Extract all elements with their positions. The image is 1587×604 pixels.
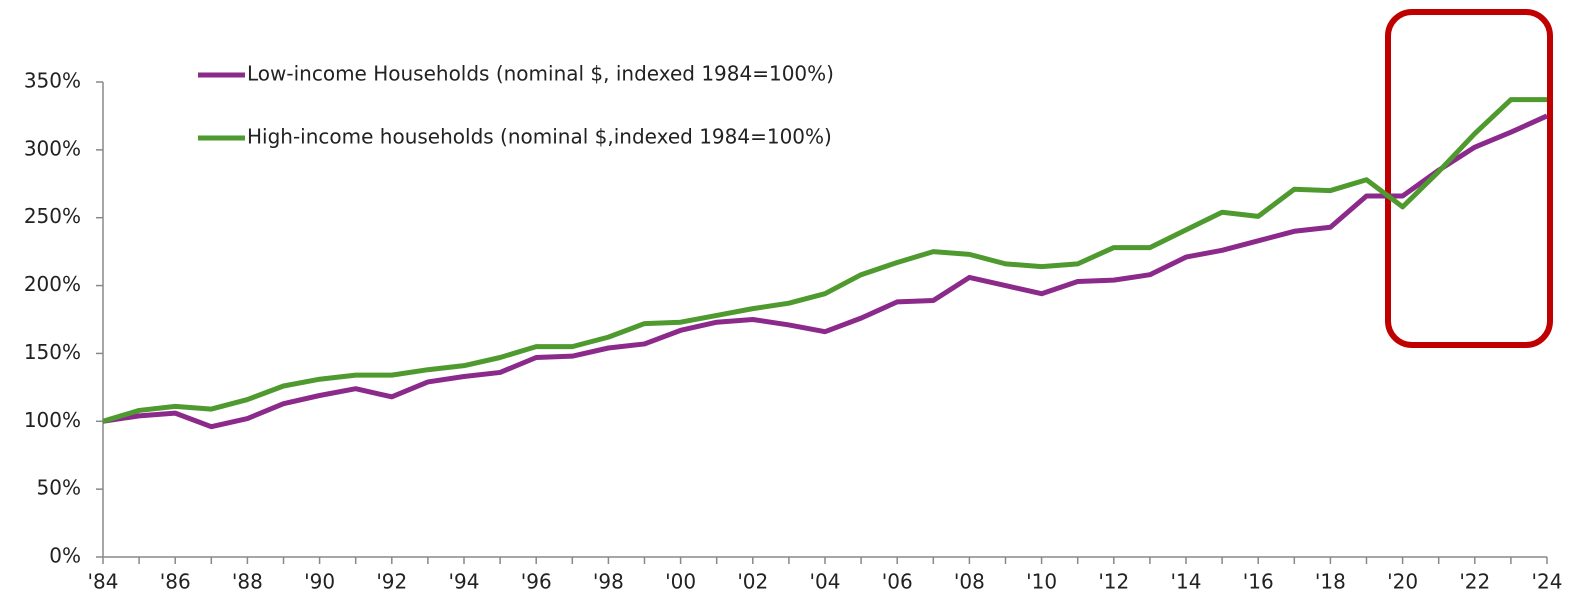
x-tick-label: '98 <box>593 570 624 594</box>
x-tick-label: '22 <box>1459 570 1490 594</box>
x-tick-label: '16 <box>1243 570 1274 594</box>
x-tick-label: '92 <box>376 570 407 594</box>
y-tick-label: 50% <box>37 476 81 500</box>
series-line <box>102 97 1547 424</box>
x-tick-label: '86 <box>160 570 191 594</box>
x-tick-label: '94 <box>449 570 480 594</box>
x-tick-label: '14 <box>1171 570 1202 594</box>
y-tick-label: 200% <box>24 272 81 296</box>
x-tick-label: '88 <box>232 570 263 594</box>
y-tick-label: 150% <box>24 340 81 364</box>
y-tick-label: 300% <box>24 136 81 160</box>
x-tick-label: '06 <box>882 570 913 594</box>
x-tick-label: '20 <box>1387 570 1418 594</box>
highlight-box <box>1385 9 1553 348</box>
x-tick-label: '90 <box>304 570 335 594</box>
y-tick-label: 250% <box>24 204 81 228</box>
x-tick-label: '10 <box>1026 570 1057 594</box>
x-tick-label: '04 <box>810 570 841 594</box>
y-tick-label: 100% <box>24 408 81 432</box>
y-tick-label: 0% <box>49 544 81 568</box>
x-tick-label: '08 <box>954 570 985 594</box>
legend-label: Low-income Households (nominal $, indexe… <box>247 62 834 86</box>
x-tick-label: '96 <box>521 570 552 594</box>
series-line <box>102 113 1549 430</box>
x-tick-label: '84 <box>88 570 119 594</box>
x-tick-label: '12 <box>1098 570 1129 594</box>
x-tick-label: '24 <box>1532 570 1563 594</box>
x-tick-label: '00 <box>665 570 696 594</box>
x-tick-label: '18 <box>1315 570 1346 594</box>
x-tick-label: '02 <box>737 570 768 594</box>
legend-label: High-income households (nominal $,indexe… <box>247 125 832 149</box>
y-tick-label: 350% <box>24 69 81 93</box>
